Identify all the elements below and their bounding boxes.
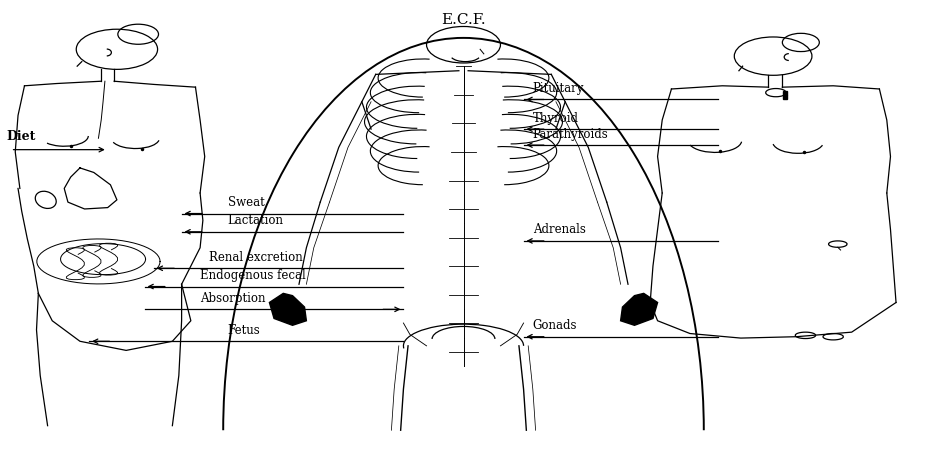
Polygon shape bbox=[270, 293, 307, 325]
Text: Thyroid: Thyroid bbox=[533, 112, 578, 124]
Polygon shape bbox=[620, 293, 657, 325]
Text: Parathyroids: Parathyroids bbox=[533, 128, 608, 140]
Text: Diet: Diet bbox=[6, 130, 35, 143]
Text: Fetus: Fetus bbox=[228, 324, 260, 337]
Text: Adrenals: Adrenals bbox=[533, 224, 586, 236]
Text: Lactation: Lactation bbox=[228, 214, 284, 227]
Text: Pituitary: Pituitary bbox=[533, 82, 584, 95]
Text: Endogenous fecal: Endogenous fecal bbox=[200, 269, 306, 282]
Text: Renal excretion: Renal excretion bbox=[210, 251, 303, 264]
Text: Gonads: Gonads bbox=[533, 319, 578, 332]
Text: Sweat: Sweat bbox=[228, 196, 264, 209]
Text: E.C.F.: E.C.F. bbox=[441, 13, 486, 27]
Text: Absorption: Absorption bbox=[200, 292, 266, 305]
